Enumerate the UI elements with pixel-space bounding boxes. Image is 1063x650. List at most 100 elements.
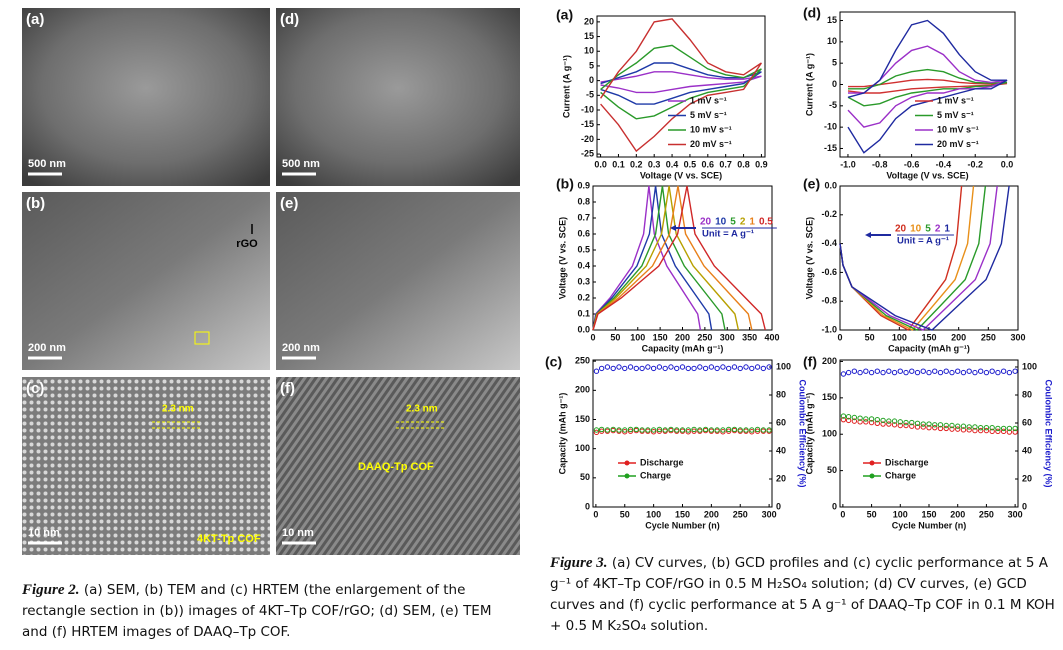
data-point [691,365,697,372]
data-point [977,427,984,434]
series-line [600,44,762,120]
data-point [909,423,915,429]
data-point [1000,368,1007,374]
data-point [943,425,949,432]
legend-unit: Unit = A g⁻¹ [702,229,754,240]
panel-label: (f) [803,354,817,370]
y-tick-label: -5 [586,90,594,100]
y-axis-label: Capacity (mAh g⁻¹) [804,393,814,475]
caption-label: Figure 3. [550,555,608,571]
legend-entry: 20 mV s⁻¹ [937,139,979,149]
legend-marker [869,473,875,479]
x-tick-label: 0.1 [612,159,625,169]
caption-label: Figure 2. [22,582,80,598]
data-point [845,369,852,376]
scale-label: 200 nm [282,342,320,354]
y-tick-label: -15 [824,143,837,153]
panel-label: (a) [556,7,573,23]
data-point [943,422,949,429]
data-point [949,369,955,376]
y2-tick-label: 20 [776,473,786,483]
y-axis-label: Voltage (V vs. SCE) [557,217,567,299]
data-point [995,369,1001,376]
data-point [725,428,732,434]
data-point [932,422,938,428]
data-point [702,426,709,433]
data-point [926,369,932,376]
data-point [949,426,955,432]
plot-frame [839,185,1019,331]
micrograph [276,8,520,186]
y-tick-label: 0.9 [577,180,590,190]
legend-entry: 2 [740,217,746,228]
series-line [839,185,1010,331]
x-tick-label: 300 [1010,332,1025,342]
data-point [662,365,668,372]
y-tick-label: 50 [827,465,837,475]
data-point [937,425,944,432]
data-point [754,428,761,434]
data-point [960,369,967,376]
y-tick-label: 15 [584,31,594,41]
panel-label: (e) [803,176,820,192]
data-point [857,415,863,421]
series-line [839,185,987,331]
data-point [857,419,863,425]
x-tick-label: 0.5 [684,159,697,169]
legend-entry: 20 [700,217,712,228]
annotation: rGO [236,238,258,250]
y2-tick-label: 100 [776,361,791,371]
sample-name: DAAQ-Tp COF [358,461,434,473]
series-line [592,185,702,331]
series-line [839,185,975,331]
y-tick-label: 0 [589,75,594,85]
y-tick-label: 0.7 [577,212,590,222]
x-tick-label: 200 [704,509,719,519]
legend-entry: 5 mV s⁻¹ [937,110,974,120]
data-point [886,418,892,424]
panel-label: (b) [26,195,45,212]
data-point [725,365,732,372]
y-tick-label: 0.5 [577,244,590,254]
data-point [863,419,869,425]
data-point [668,364,674,370]
data-point [914,369,921,376]
x-tick-label: 0.6 [702,159,715,169]
x-axis-label: Capacity (mAh g⁻¹) [888,343,970,353]
y2-tick-label: 60 [776,417,786,427]
data-point [977,368,984,374]
series-line [600,62,762,105]
data-point [610,426,616,433]
data-point [685,365,691,372]
data-point [926,424,932,431]
legend-entry: 10 [715,217,727,228]
y-tick-label: -20 [581,134,594,144]
legend-entry: Charge [640,470,671,480]
x-tick-label: 300 [1008,509,1023,519]
data-point [1012,429,1018,435]
data-point [926,421,932,427]
data-point [679,364,686,370]
legend-marker [624,460,630,466]
data-point [868,416,875,422]
x-axis-label: Voltage (V vs. SCE) [640,170,722,180]
x-tick-label: 150 [675,509,690,519]
data-point [966,368,972,374]
data-point [955,426,961,432]
x-tick-label: 300 [720,332,735,342]
x-tick-label: 200 [951,332,966,342]
data-point [891,369,898,376]
x-tick-label: 250 [733,509,748,519]
data-point [593,368,600,374]
data-point [903,422,909,429]
series-line [600,18,762,153]
x-tick-label: -1.0 [840,159,856,169]
plot-frame [596,15,766,158]
data-point [903,369,909,376]
data-point [966,424,972,430]
sample-name: 4KT-Tp COF [197,533,261,545]
caption-text: (a) SEM, (b) TEM and (c) HRTEM (the enla… [22,582,492,640]
legend-entry: 5 [925,224,931,235]
data-point [1000,428,1007,435]
